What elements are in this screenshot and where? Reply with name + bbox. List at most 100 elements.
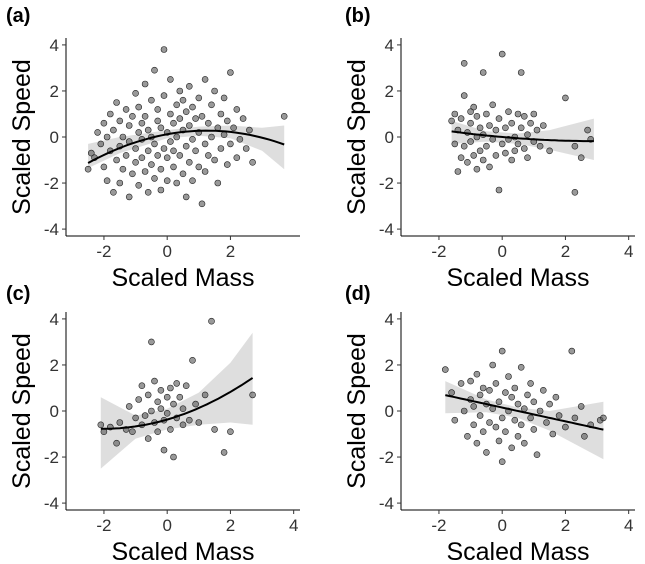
data-point	[546, 400, 553, 408]
data-point	[514, 110, 522, 118]
data-point	[151, 377, 158, 385]
data-point	[530, 426, 538, 433]
data-point	[135, 182, 142, 189]
y-axis-title: Scaled Speed	[8, 59, 36, 215]
x-tick-label: -2	[431, 516, 446, 535]
data-point	[192, 147, 199, 155]
data-point	[533, 451, 541, 459]
data-point	[511, 416, 519, 424]
panel-label: (a)	[6, 5, 30, 27]
data-point	[517, 69, 525, 76]
x-tick-label: 0	[162, 242, 171, 261]
data-point	[239, 115, 247, 122]
data-point	[157, 124, 165, 132]
data-point	[154, 117, 161, 125]
data-point	[211, 87, 218, 95]
data-point	[473, 370, 481, 378]
data-point	[151, 175, 158, 182]
confidence-band	[100, 332, 253, 469]
y-tick-label: 2	[50, 82, 59, 101]
data-point	[514, 140, 522, 148]
data-point	[186, 416, 193, 424]
data-point	[116, 179, 124, 187]
data-point	[84, 165, 92, 173]
data-point	[227, 140, 234, 148]
y-tick-label: 0	[385, 128, 394, 147]
data-point	[125, 193, 133, 201]
data-point	[160, 46, 168, 53]
data-point	[198, 200, 206, 208]
data-point	[195, 419, 203, 426]
y-tick-label: -2	[379, 448, 394, 467]
data-point	[460, 92, 468, 99]
data-point	[448, 117, 455, 125]
data-point	[163, 177, 171, 184]
data-point	[467, 377, 474, 385]
data-point	[160, 145, 168, 152]
data-point	[249, 159, 256, 166]
data-point	[173, 179, 180, 187]
data-point	[110, 126, 117, 134]
data-point	[473, 113, 481, 120]
panel-label: (b)	[345, 5, 371, 27]
y-tick-label: 4	[50, 310, 59, 329]
data-point	[502, 124, 509, 132]
data-point	[227, 428, 234, 436]
data-point	[173, 101, 180, 109]
data-point	[492, 152, 500, 159]
data-point	[233, 154, 241, 161]
data-point	[160, 446, 168, 454]
data-point	[214, 179, 222, 187]
data-point	[524, 154, 531, 161]
y-tick-label: 0	[385, 402, 394, 421]
data-point	[167, 76, 174, 83]
data-point	[163, 393, 171, 401]
data-point	[451, 110, 459, 118]
data-point	[524, 131, 531, 138]
data-point	[498, 414, 506, 422]
data-point	[470, 421, 478, 429]
data-point	[154, 152, 161, 159]
panel-label: (c)	[6, 283, 30, 305]
x-tick-label: 0	[497, 242, 506, 261]
data-point	[132, 159, 139, 166]
data-point	[138, 382, 146, 390]
data-point	[135, 396, 142, 403]
data-point	[470, 403, 478, 410]
data-point	[539, 122, 547, 129]
data-point	[151, 140, 158, 148]
data-point	[460, 407, 468, 415]
data-point	[464, 432, 471, 440]
data-point	[94, 129, 101, 136]
data-point	[498, 140, 506, 148]
data-point	[179, 405, 187, 413]
data-point	[473, 165, 481, 173]
x-tick-label: 2	[561, 242, 570, 261]
data-point	[208, 317, 215, 325]
data-point	[157, 405, 165, 413]
y-tick-label: 2	[50, 356, 59, 375]
data-point	[577, 154, 585, 161]
y-tick-label: 4	[50, 36, 59, 55]
y-tick-label: 0	[50, 402, 59, 421]
data-point	[508, 156, 516, 164]
data-point	[543, 419, 550, 426]
data-point	[201, 391, 209, 399]
data-point	[577, 403, 585, 410]
data-point	[470, 103, 478, 111]
data-point	[122, 152, 130, 159]
data-point	[182, 108, 190, 115]
data-point	[176, 393, 184, 401]
data-point	[479, 384, 487, 392]
data-point	[533, 126, 541, 134]
data-point	[479, 69, 487, 76]
x-tick-label: 4	[289, 516, 298, 535]
x-tick-label: -2	[431, 242, 446, 261]
data-point	[208, 133, 215, 141]
data-point	[467, 108, 474, 115]
data-point	[495, 115, 503, 122]
data-point	[144, 391, 152, 399]
data-point	[116, 117, 124, 125]
data-point	[486, 386, 493, 394]
data-point	[467, 119, 474, 127]
